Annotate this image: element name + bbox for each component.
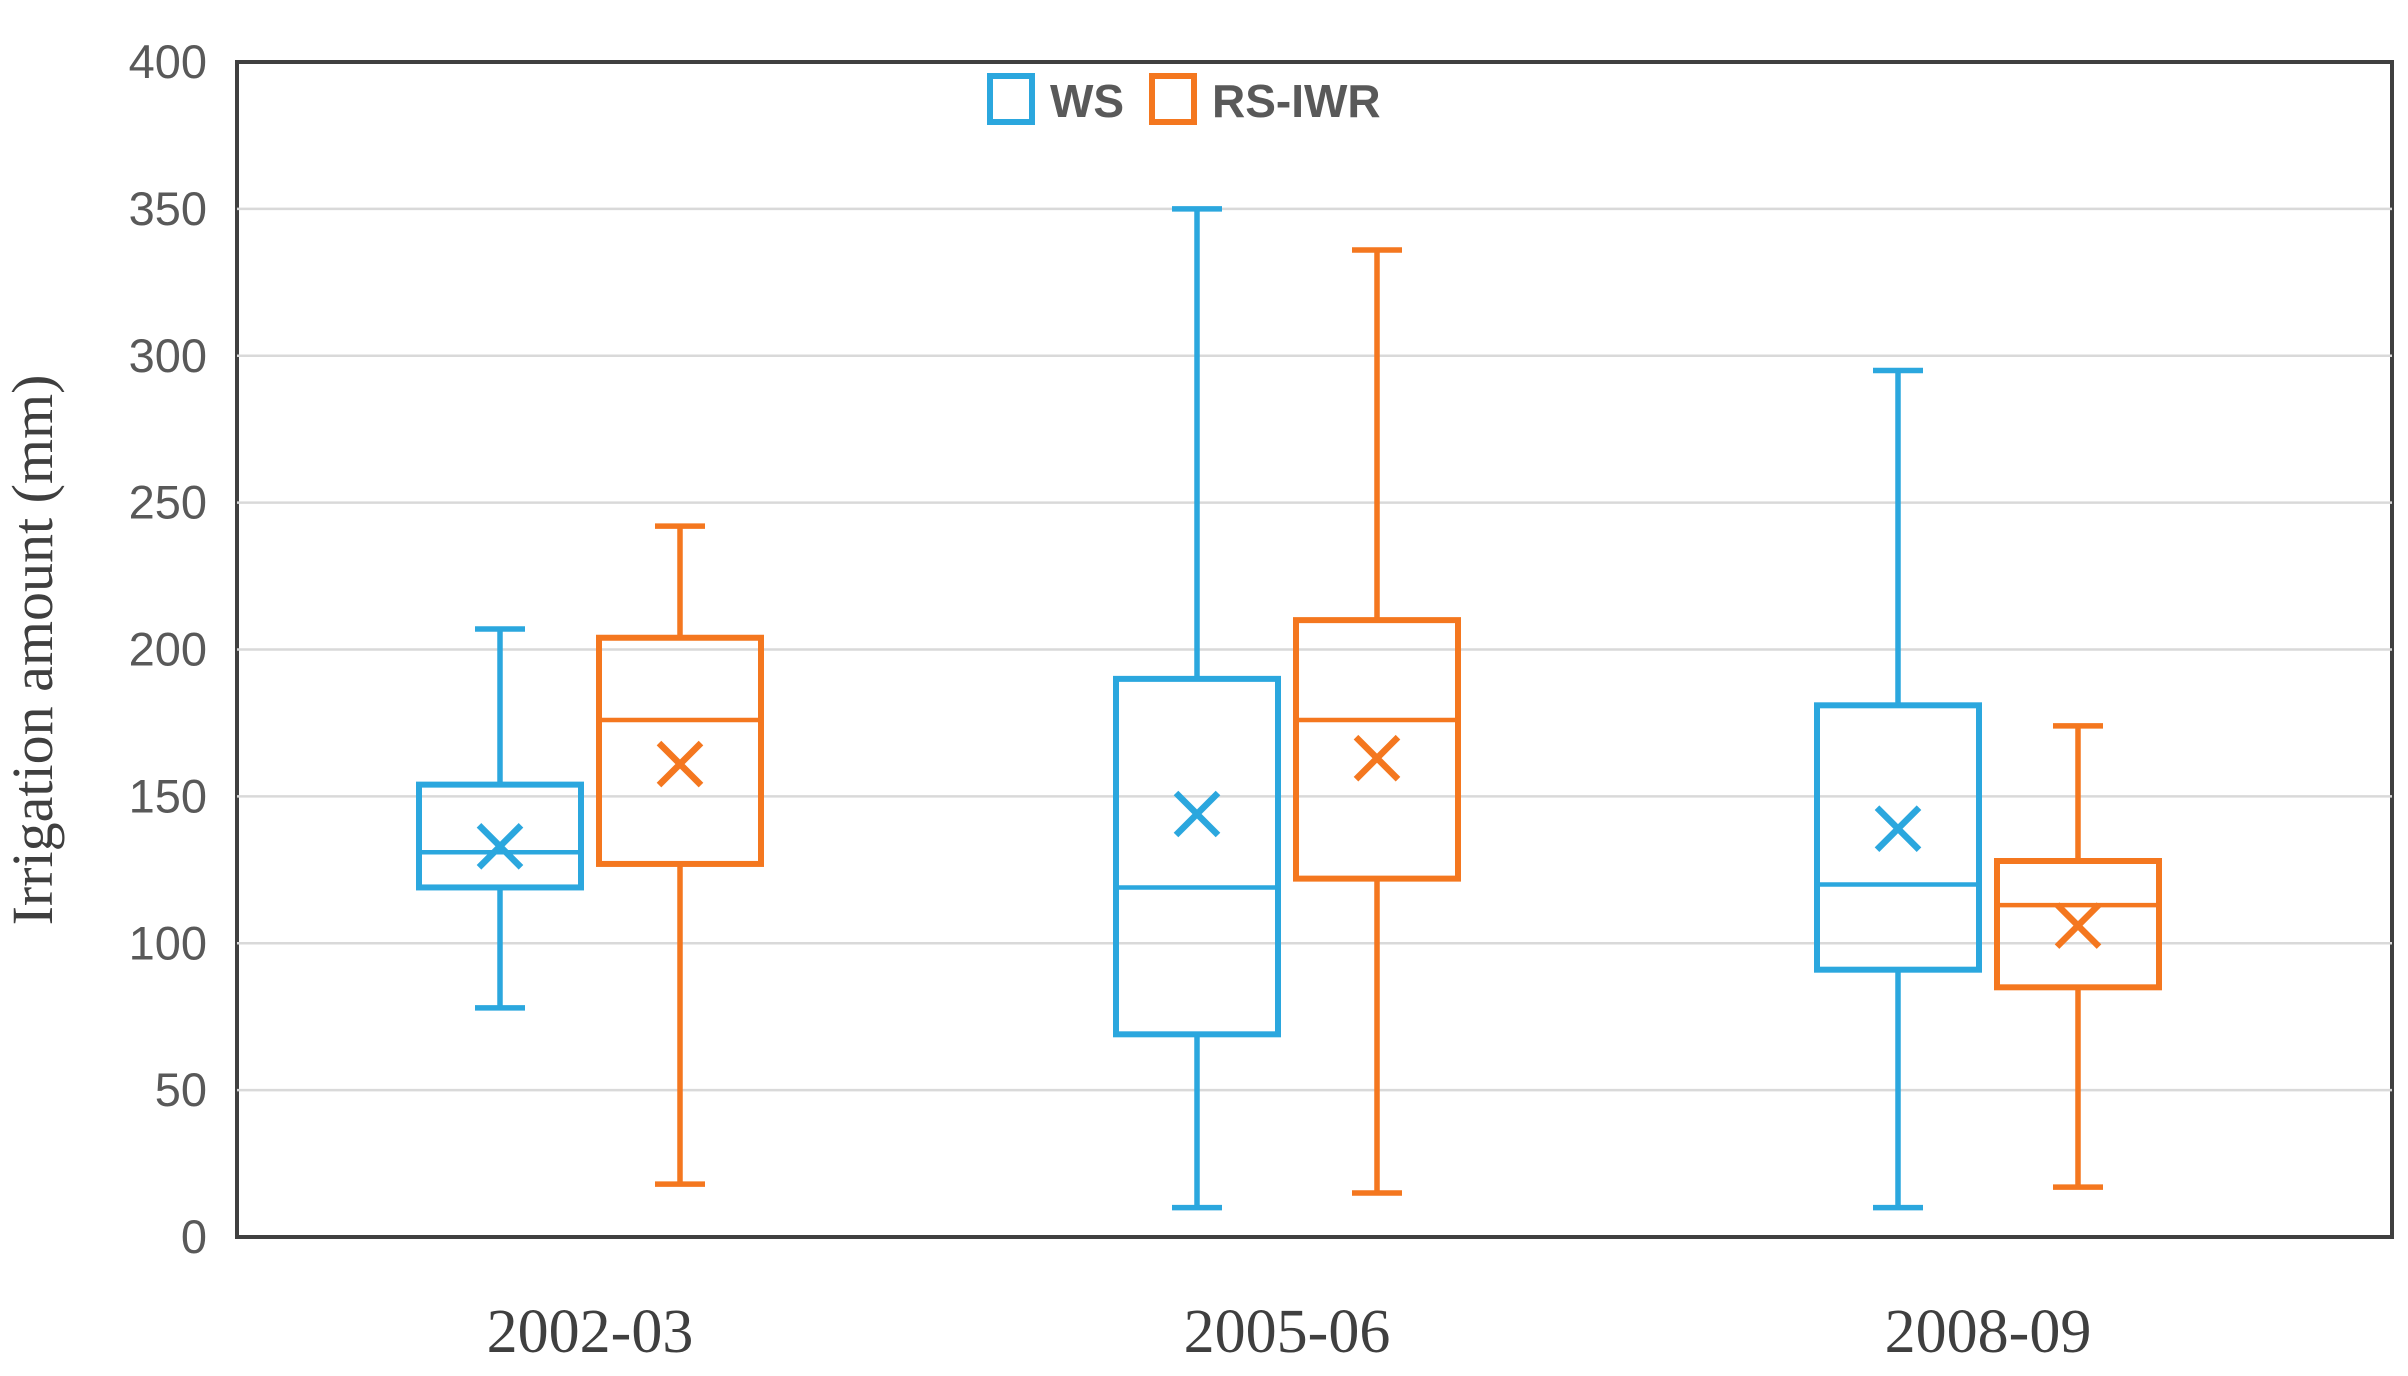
box-rs-iwr-2008-09 (1994, 723, 2162, 1190)
y-tick-label: 350 (129, 182, 207, 235)
boxes-layer (416, 206, 2162, 1211)
y-tick-label: 400 (129, 35, 207, 88)
y-axis-title: Irrigation amount (mm) (0, 375, 65, 926)
legend-swatch-ws (987, 73, 1035, 125)
mean-marker (1874, 805, 1922, 852)
y-tick-label: 200 (129, 623, 207, 676)
box-ws-2005-06 (1113, 206, 1281, 1211)
legend-item-rs-iwr: RS-IWR (1149, 73, 1381, 127)
legend-swatch-rs-iwr (1149, 73, 1197, 125)
iqr-box (1113, 675, 1281, 1038)
legend: WS RS-IWR (987, 73, 1381, 127)
mean-marker (656, 740, 704, 788)
box-ws-2002-03 (416, 626, 584, 1011)
legend-label-rs-iwr: RS-IWR (1212, 75, 1381, 127)
mean-marker (1353, 734, 1401, 782)
y-axis-tick-labels: 0 50 100 150 200 250 300 350 400 (129, 35, 207, 1263)
box-rs-iwr-2002-03 (596, 523, 764, 1187)
x-axis-label: 2008-09 (1885, 1298, 2092, 1366)
legend-label-ws: WS (1050, 75, 1124, 127)
mean-marker (1173, 790, 1221, 838)
box-rs-iwr-2005-06 (1293, 247, 1461, 1196)
iqr-box (1814, 702, 1982, 973)
iqr-box (1293, 617, 1461, 882)
y-tick-label: 300 (129, 329, 207, 382)
legend-item-ws: WS (987, 73, 1124, 127)
y-tick-label: 0 (181, 1210, 207, 1263)
iqr-box (596, 634, 764, 867)
y-tick-label: 50 (155, 1063, 207, 1116)
iqr-box (416, 781, 584, 891)
box-ws-2008-09 (1814, 367, 1982, 1211)
x-axis-label: 2002-03 (487, 1298, 694, 1366)
gridlines-layer (237, 207, 2392, 1092)
x-axis-labels: 2002-03 2005-06 2008-09 (487, 1298, 2092, 1366)
x-axis-label: 2005-06 (1184, 1298, 1391, 1366)
mean-marker (476, 823, 524, 870)
y-tick-label: 250 (129, 476, 207, 529)
mean-marker (2054, 902, 2102, 949)
y-tick-label: 100 (129, 916, 207, 969)
iqr-box (1994, 858, 2162, 991)
y-tick-label: 150 (129, 769, 207, 822)
